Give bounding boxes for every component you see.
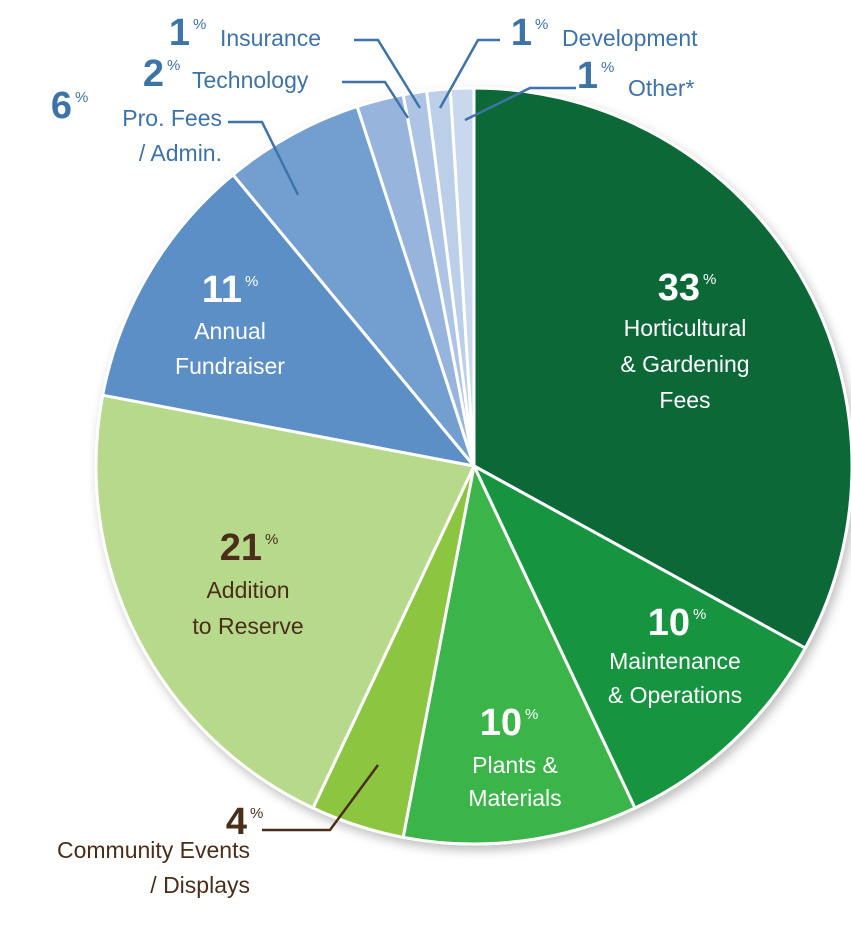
value-label: 6 [51,85,72,127]
value-label: 1 [511,12,532,54]
leader-line [438,38,500,109]
value-unit: % [535,16,548,33]
category-label: Other* [628,75,695,101]
labels: 33 % Horticultural & Gardening Fees 10 % Mainte… [51,12,750,898]
category-label: Annual [194,318,266,344]
category-label: Fees [659,387,710,413]
value-unit: % [250,805,263,822]
leader-line [342,80,410,119]
value-label: 10 [480,702,522,744]
value-unit: % [167,57,180,74]
category-label: Community Events [57,837,250,863]
value-label: 11 [202,269,242,311]
category-label: & Operations [608,682,742,708]
value-unit: % [693,606,706,623]
value-unit: % [703,271,716,288]
value-unit: % [193,16,206,33]
pie-slice [401,464,637,846]
value-label: 21 [220,527,262,569]
value-unit: % [601,59,614,76]
value-unit: % [245,273,258,290]
pie-slice [101,173,476,468]
value-label: 2 [143,53,164,95]
category-label: Pro. Fees [122,105,222,131]
value-label: 10 [648,602,690,644]
value-unit: % [75,89,88,106]
category-label: Maintenance [609,648,741,674]
pie-slice [94,393,476,810]
pie-slice [472,464,807,810]
leader-line [464,86,576,122]
category-label: / Displays [150,872,250,898]
value-label: 33 [658,267,700,309]
value-unit: % [525,706,538,723]
value-unit: % [265,531,278,548]
value-label: 1 [577,55,598,97]
pie [94,86,851,846]
category-label: / Admin. [139,140,222,166]
category-label: to Reserve [192,613,303,639]
category-label: Development [562,25,698,51]
category-label: Addition [206,577,289,603]
category-label: Plants & [472,752,558,778]
category-label: Insurance [220,25,321,51]
category-label: Horticultural [624,315,747,341]
leader-line [354,38,422,109]
pie-slice [231,105,476,468]
pie-slice [472,86,851,650]
value-label: 1 [169,12,190,54]
category-label: Technology [192,67,309,93]
category-label: Fundraiser [175,353,285,379]
value-label: 4 [226,801,247,843]
category-label: & Gardening [620,351,749,377]
leader-line [228,120,300,196]
category-label: Materials [468,785,561,811]
leader-line [262,764,380,832]
